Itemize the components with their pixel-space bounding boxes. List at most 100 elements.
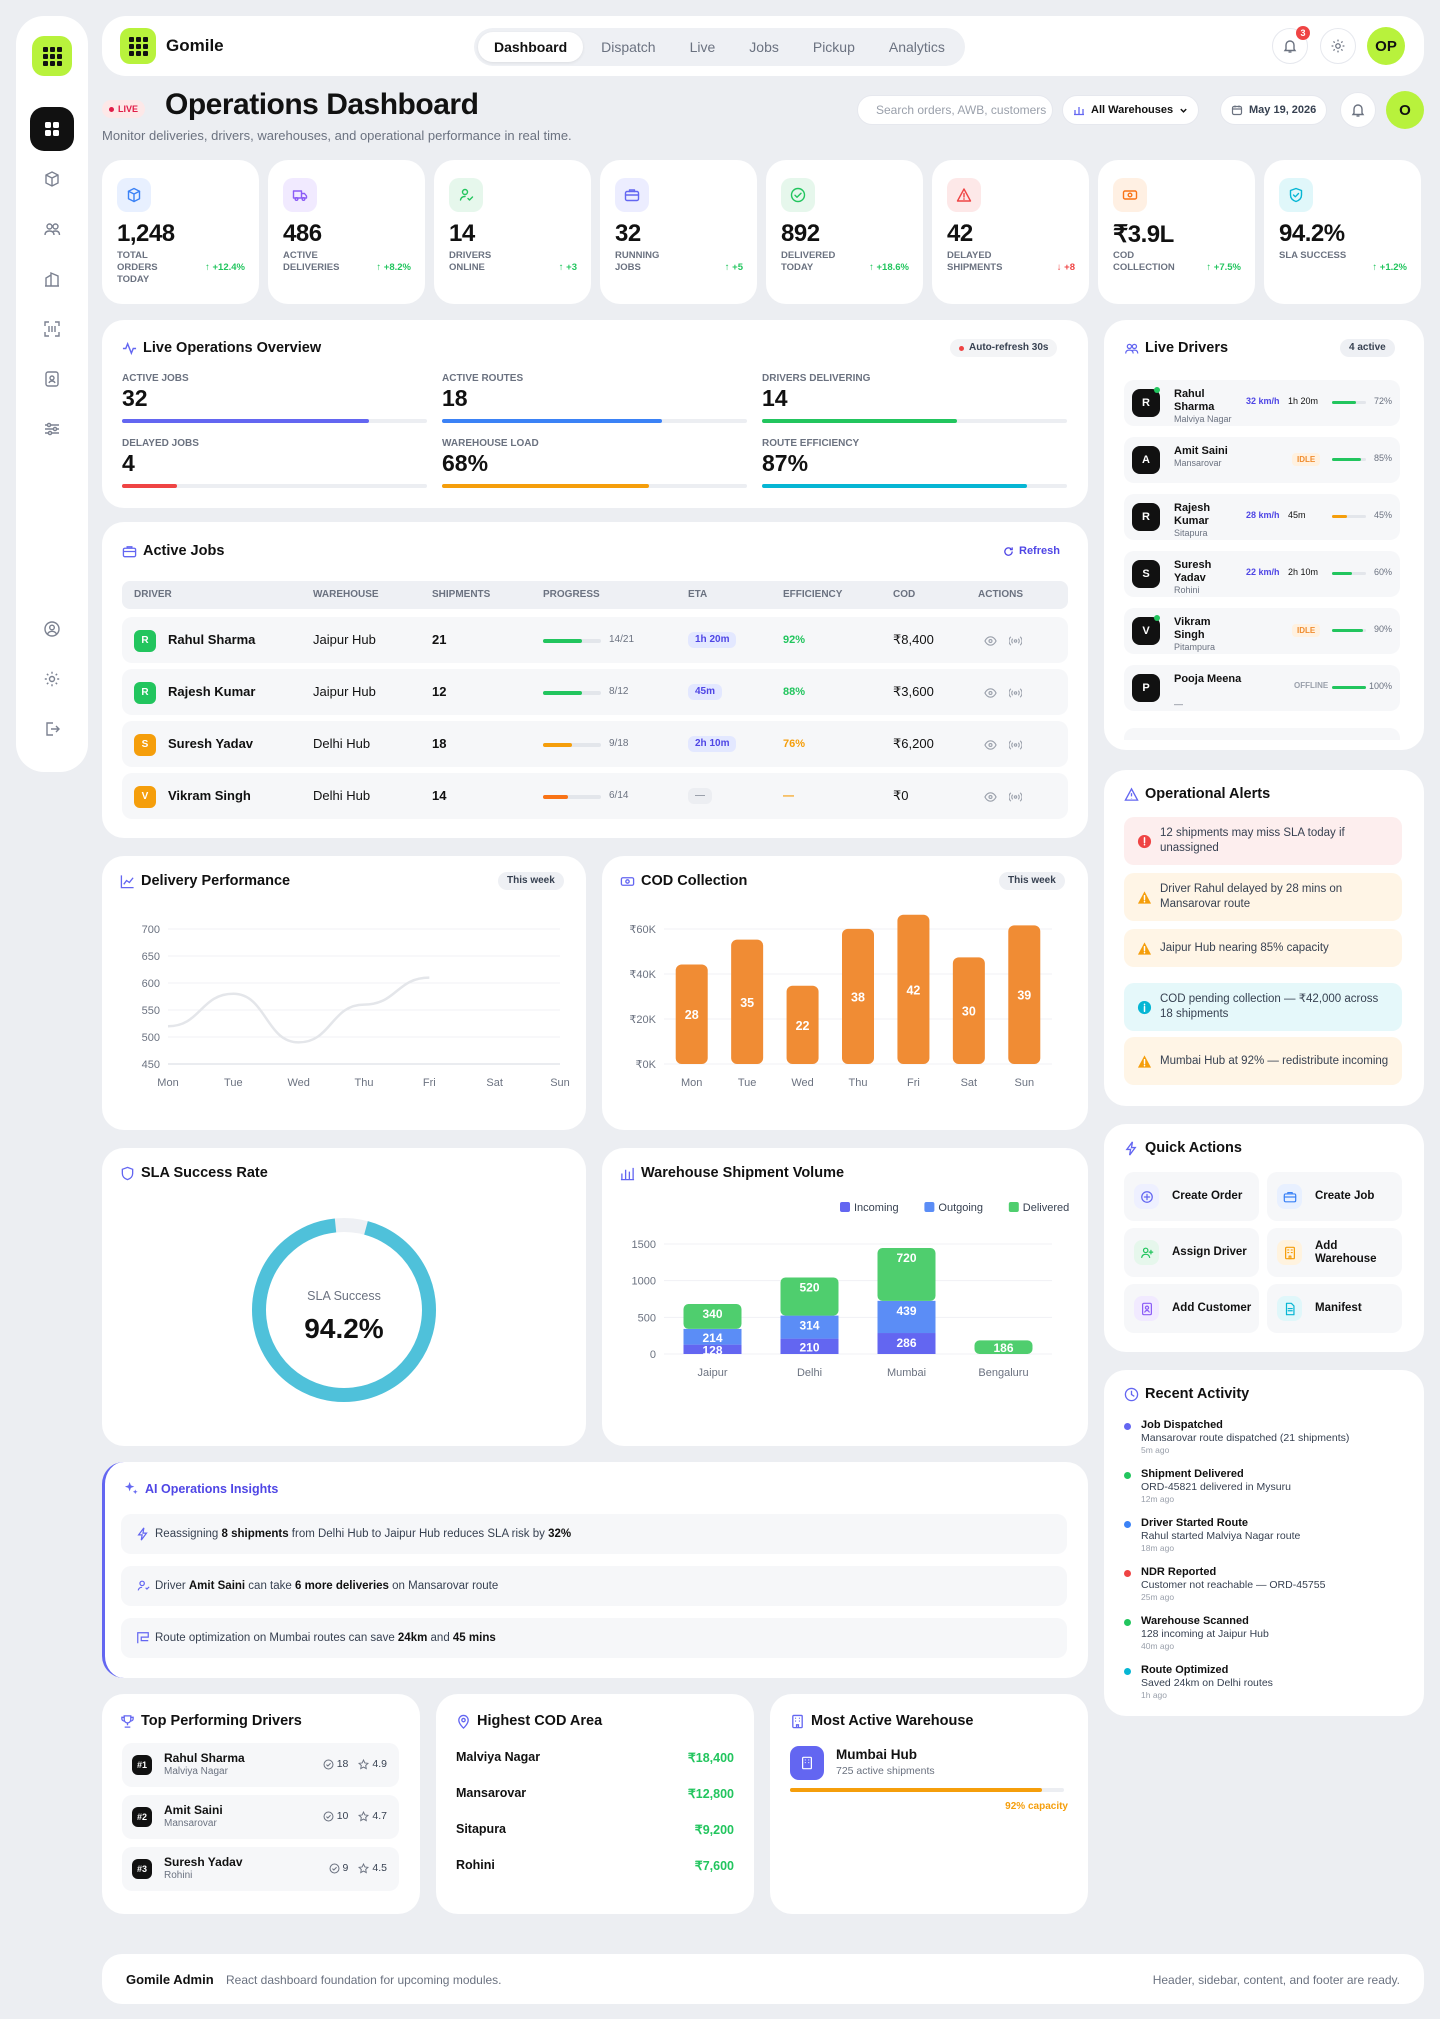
overview-value: 68% <box>442 450 489 476</box>
insight-item[interactable]: Driver Amit Saini can take 6 more delive… <box>121 1566 1067 1606</box>
sidebar-item-customers[interactable] <box>30 357 74 401</box>
delivery-period-tag[interactable]: This week <box>498 872 564 890</box>
sidebar-item-dashboard[interactable] <box>30 107 74 151</box>
app-grid-icon[interactable] <box>32 36 72 76</box>
header-user-avatar[interactable]: O <box>1386 91 1424 129</box>
insight-icon <box>135 1630 151 1646</box>
sidebar-item-profile[interactable] <box>30 607 74 651</box>
top-driver-row[interactable]: #3 Suresh Yadav Rohini 9 4.5 <box>122 1847 399 1891</box>
stacked-bar-segment <box>780 1338 839 1354</box>
cod-bar <box>897 914 930 1064</box>
view-icon[interactable] <box>984 634 997 652</box>
kpi-card[interactable]: 94.2% SLA Success ↑ +1.2% <box>1264 160 1421 304</box>
table-row[interactable]: R Rajesh Kumar Jaipur Hub 12 8/12 45m 88% ₹3,60… <box>122 669 1068 715</box>
driver-row[interactable]: P Pooja Meena — OFFLINE 100% <box>1124 665 1400 711</box>
alert-item[interactable]: Jaipur Hub nearing 85% capacity <box>1124 929 1402 967</box>
cod-area-row[interactable]: Rohini ₹7,600 <box>456 1858 734 1873</box>
sidebar-item-filters[interactable] <box>30 407 74 451</box>
cod-area-row[interactable]: Sitapura ₹9,200 <box>456 1822 734 1837</box>
alert-text: Jaipur Hub nearing 85% capacity <box>1160 941 1329 954</box>
view-icon[interactable] <box>984 790 997 808</box>
kpi-card[interactable]: 1,248 Total Orders Today ↑ +12.4% <box>102 160 259 304</box>
view-icon[interactable] <box>984 738 997 756</box>
cod-period-tag[interactable]: This week <box>999 872 1065 890</box>
nav-jobs[interactable]: Jobs <box>749 39 779 55</box>
top-driver-row[interactable]: #2 Amit Saini Mansarovar 10 4.7 <box>122 1795 399 1839</box>
overview-progress-bar <box>442 419 747 423</box>
overview-label: Drivers Delivering <box>762 373 871 384</box>
user-avatar[interactable]: OP <box>1367 27 1405 65</box>
kpi-card[interactable]: 486 Active Deliveries ↑ +8.2% <box>268 160 425 304</box>
notification-count: 3 <box>1296 26 1310 40</box>
driver-area: — <box>1174 699 1183 709</box>
track-icon[interactable] <box>1008 686 1023 704</box>
kpi-card[interactable]: 892 Delivered Today ↑ +18.6% <box>766 160 923 304</box>
top-driver-row[interactable]: #1 Rahul Sharma Malviya Nagar 18 4.9 <box>122 1743 399 1787</box>
date-picker[interactable]: May 19, 2026 <box>1220 95 1328 125</box>
quick-action-assign-driver[interactable]: Assign Driver <box>1124 1228 1259 1277</box>
settings-button[interactable] <box>1320 28 1356 64</box>
recent-activity-card <box>1104 1370 1424 1716</box>
nav-dashboard[interactable]: Dashboard <box>478 32 584 62</box>
warehouse-select[interactable]: All Warehouses <box>1062 95 1200 125</box>
kpi-card[interactable]: ₹3.9L COD Collection ↑ +7.5% <box>1098 160 1255 304</box>
driver-avatar: R <box>134 630 156 652</box>
check-circle-icon <box>781 178 815 212</box>
driver-row[interactable]: R Rahul Sharma Malviya Nagar 32 km/h 1h 20m 7… <box>1124 380 1400 426</box>
quick-action-add-warehouse[interactable]: Add Warehouse <box>1267 1228 1402 1277</box>
track-icon[interactable] <box>1008 738 1023 756</box>
insight-item[interactable]: Reassigning 8 shipments from Delhi Hub t… <box>121 1514 1067 1554</box>
kpi-card[interactable]: 32 Running Jobs ↑ +5 <box>600 160 757 304</box>
track-icon[interactable] <box>1008 634 1023 652</box>
search-input[interactable]: Search orders, AWB, customers <box>857 95 1053 125</box>
driver-row[interactable]: A Amit Saini Mansarovar IDLE 85% <box>1124 437 1400 483</box>
overview-label: Active Jobs <box>122 373 189 384</box>
warehouse-cell: Jaipur Hub <box>313 632 376 647</box>
nav-analytics[interactable]: Analytics <box>888 39 945 55</box>
sidebar-item-logout[interactable] <box>30 707 74 751</box>
id-card-icon <box>45 371 59 387</box>
nav-live[interactable]: Live <box>689 39 716 55</box>
alert-item[interactable]: Driver Rahul delayed by 28 mins on Mansa… <box>1124 873 1402 921</box>
quick-action-create-order[interactable]: Create Order <box>1124 1172 1259 1221</box>
sidebar-item-warehouses[interactable] <box>30 257 74 301</box>
star-icon <box>358 1758 370 1769</box>
driver-row[interactable]: R Rajesh Kumar Sitapura 28 km/h 45m 45% <box>1124 494 1400 540</box>
cod-area-row[interactable]: Mansarovar ₹12,800 <box>456 1786 734 1801</box>
table-row[interactable]: V Vikram Singh Delhi Hub 14 6/14 — — ₹0 <box>122 773 1068 819</box>
notifications-button[interactable]: 3 <box>1272 26 1310 64</box>
driver-row[interactable]: S Suresh Yadav Rohini 22 km/h 2h 10m 60% <box>1124 551 1400 597</box>
kpi-card[interactable]: 14 Drivers Online ↑ +3 <box>434 160 591 304</box>
nav-dispatch[interactable]: Dispatch <box>601 39 656 55</box>
quick-action-create-job[interactable]: Create Job <box>1267 1172 1402 1221</box>
table-row[interactable]: S Suresh Yadav Delhi Hub 18 9/18 2h 10m 76% ₹6,… <box>122 721 1068 767</box>
nav-pickup[interactable]: Pickup <box>812 39 855 55</box>
cod-area-row[interactable]: Malviya Nagar ₹18,400 <box>456 1750 734 1765</box>
building-icon <box>1284 1246 1295 1259</box>
x-tick-label: Fri <box>423 1077 436 1089</box>
refresh-jobs-button[interactable]: Refresh <box>1003 545 1060 557</box>
x-tick-label: Wed <box>287 1077 309 1089</box>
sidebar-item-drivers[interactable] <box>30 207 74 251</box>
view-icon[interactable] <box>984 686 997 704</box>
alert-item[interactable]: Mumbai Hub at 92% — redistribute incomin… <box>1124 1037 1402 1085</box>
activity-dot <box>1124 1521 1131 1528</box>
quick-action-add-customer[interactable]: Add Customer <box>1124 1284 1259 1333</box>
sidebar-item-settings[interactable] <box>30 657 74 701</box>
segment-value-label: 439 <box>896 1304 916 1318</box>
sidebar-item-orders[interactable] <box>30 157 74 201</box>
insight-item[interactable]: Route optimization on Mumbai routes can … <box>121 1618 1067 1658</box>
kpi-card[interactable]: 42 Delayed Shipments ↓ +8 <box>932 160 1089 304</box>
quick-action-manifest[interactable]: Manifest <box>1267 1284 1402 1333</box>
alert-item[interactable]: COD pending collection — ₹42,000 across … <box>1124 983 1402 1031</box>
job-progress-bar <box>543 743 601 747</box>
alert-item[interactable]: 12 shipments may miss SLA today if unass… <box>1124 817 1402 865</box>
driver-row[interactable]: V Vikram Singh Pitampura IDLE 90% <box>1124 608 1400 654</box>
eta-badge: — <box>688 788 712 804</box>
table-row[interactable]: R Rahul Sharma Jaipur Hub 21 14/21 1h 20m 92% ₹… <box>122 617 1068 663</box>
header-notifications-button[interactable] <box>1340 92 1376 128</box>
job-progress-bar <box>543 691 601 695</box>
track-icon[interactable] <box>1008 790 1023 808</box>
sidebar-item-scan[interactable] <box>30 307 74 351</box>
efficiency-cell: 76% <box>783 738 806 750</box>
